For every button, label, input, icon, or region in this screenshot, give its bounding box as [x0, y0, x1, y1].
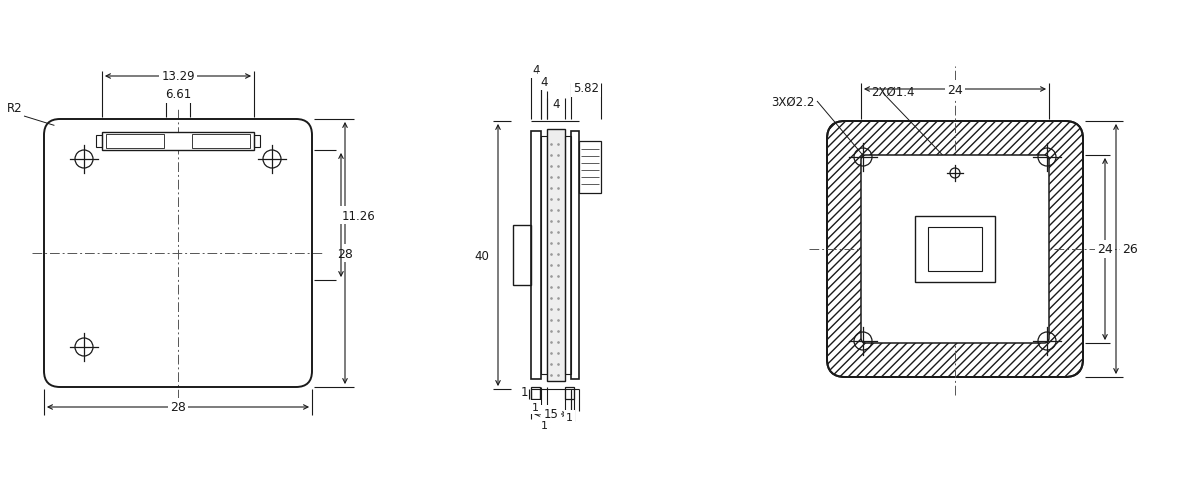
Text: 4: 4 — [532, 63, 540, 76]
Bar — [915, 216, 995, 283]
FancyBboxPatch shape — [827, 122, 1083, 377]
Bar — [547, 130, 565, 381]
Bar — [192, 135, 250, 149]
Bar — [929, 227, 982, 272]
Text: 15: 15 — [544, 408, 558, 421]
Text: 3XØ2.2: 3XØ2.2 — [772, 95, 815, 108]
Text: 24: 24 — [948, 83, 963, 96]
Text: 4: 4 — [552, 97, 559, 110]
Bar — [96, 136, 102, 148]
Text: 2XØ1.4: 2XØ1.4 — [871, 85, 914, 98]
Bar — [565, 137, 571, 374]
Bar — [531, 387, 540, 399]
Text: 26: 26 — [1122, 243, 1138, 256]
FancyBboxPatch shape — [862, 156, 1049, 343]
Text: 1: 1 — [521, 386, 528, 399]
Bar — [106, 135, 164, 149]
Bar — [102, 133, 255, 151]
Text: 40: 40 — [474, 249, 490, 262]
Text: 28: 28 — [337, 247, 353, 260]
Text: 11.26: 11.26 — [342, 209, 376, 222]
Text: 5.82: 5.82 — [572, 82, 599, 95]
Text: 1: 1 — [566, 412, 572, 422]
Bar — [571, 132, 580, 379]
Bar — [541, 137, 547, 374]
Text: 4: 4 — [540, 75, 547, 88]
Text: 1: 1 — [532, 402, 539, 412]
Text: 24: 24 — [1097, 243, 1113, 256]
Bar — [531, 132, 541, 379]
Text: 6.61: 6.61 — [165, 88, 191, 101]
Text: 13.29: 13.29 — [161, 70, 195, 83]
Text: 1: 1 — [540, 420, 547, 430]
Text: R2: R2 — [6, 102, 22, 115]
Bar — [565, 387, 574, 399]
Bar — [255, 136, 261, 148]
Bar — [580, 142, 601, 193]
Text: 28: 28 — [170, 401, 186, 414]
Bar — [513, 225, 531, 286]
